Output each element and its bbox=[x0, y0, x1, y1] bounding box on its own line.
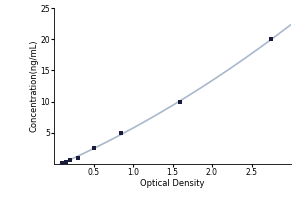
Y-axis label: Concentration(ng/mL): Concentration(ng/mL) bbox=[30, 40, 39, 132]
X-axis label: Optical Density: Optical Density bbox=[140, 179, 205, 188]
